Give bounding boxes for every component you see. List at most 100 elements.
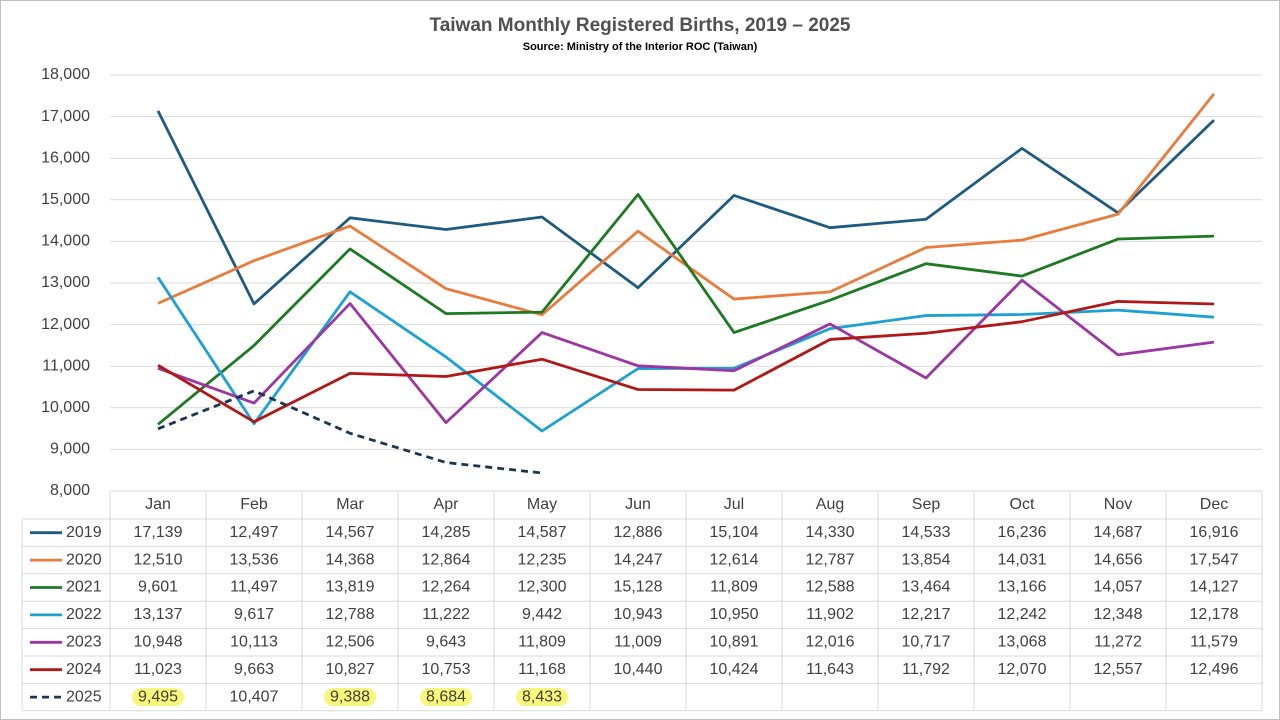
table-value: 9,617 <box>234 606 274 623</box>
y-tick-label: 11,000 <box>42 357 90 374</box>
table-value: 10,717 <box>902 634 951 651</box>
y-tick-label: 12,000 <box>41 316 90 333</box>
legend-label: 2023 <box>66 634 102 651</box>
table-value: 8,433 <box>522 688 562 705</box>
y-tick-label: 10,000 <box>41 399 90 416</box>
table-value: 10,950 <box>710 606 759 623</box>
table-value: 10,948 <box>134 634 183 651</box>
table-value: 12,497 <box>230 524 279 541</box>
table-value: 12,506 <box>326 634 375 651</box>
table-value: 10,891 <box>710 634 759 651</box>
legend-label: 2019 <box>66 524 102 541</box>
highlight <box>132 688 184 707</box>
table-value: 13,068 <box>998 634 1047 651</box>
table-value: 9,442 <box>522 606 562 623</box>
table-value: 12,070 <box>998 661 1047 678</box>
table-value: 10,424 <box>710 661 759 678</box>
table-value: 12,496 <box>1190 661 1239 678</box>
x-tick-label: Apr <box>434 496 460 513</box>
highlight <box>324 688 376 707</box>
table-value: 11,809 <box>518 634 566 651</box>
highlight <box>420 688 472 707</box>
x-tick-label: Jan <box>145 496 171 513</box>
x-tick-label: Mar <box>336 496 364 513</box>
x-tick-label: Jun <box>625 496 651 513</box>
table-value: 12,788 <box>326 606 375 623</box>
table-value: 11,009 <box>614 634 662 651</box>
table-value: 10,407 <box>230 688 279 705</box>
table-value: 14,127 <box>1190 579 1239 596</box>
table-value: 12,264 <box>422 579 471 596</box>
table-value: 13,819 <box>326 579 375 596</box>
table-value: 13,166 <box>998 579 1047 596</box>
table-value: 15,128 <box>614 579 663 596</box>
table-value: 12,300 <box>518 579 567 596</box>
table-value: 14,587 <box>518 524 567 541</box>
legend-label: 2021 <box>66 579 102 596</box>
y-tick-label: 18,000 <box>41 66 90 83</box>
table-value: 10,943 <box>614 606 663 623</box>
table-value: 13,854 <box>902 551 951 568</box>
table-value: 11,643 <box>806 661 854 678</box>
table-value: 12,178 <box>1190 606 1239 623</box>
x-tick-label: May <box>527 496 557 513</box>
table-value: 12,217 <box>902 606 951 623</box>
y-tick-label: 14,000 <box>41 233 90 250</box>
table-value: 16,236 <box>998 524 1047 541</box>
table-value: 12,242 <box>998 606 1047 623</box>
table-value: 15,104 <box>710 524 759 541</box>
table-value: 14,656 <box>1094 551 1143 568</box>
table-value: 11,023 <box>134 661 182 678</box>
table-value: 10,113 <box>230 634 278 651</box>
table-value: 11,497 <box>230 579 278 596</box>
table-value: 10,440 <box>614 661 663 678</box>
table-value: 14,031 <box>998 551 1047 568</box>
table-value: 12,614 <box>710 551 759 568</box>
table-value: 11,809 <box>710 579 758 596</box>
chart-title: Taiwan Monthly Registered Births, 2019 –… <box>430 15 851 36</box>
table-value: 13,464 <box>902 579 951 596</box>
table-value: 11,792 <box>902 661 950 678</box>
table-value: 12,235 <box>518 551 567 568</box>
table-value: 9,663 <box>234 661 274 678</box>
table-value: 12,510 <box>134 551 183 568</box>
table-value: 11,222 <box>422 606 470 623</box>
highlight <box>516 688 568 707</box>
series-line <box>157 278 1215 425</box>
y-tick-label: 8,000 <box>50 482 90 499</box>
legend-label: 2020 <box>66 551 102 568</box>
y-tick-label: 9,000 <box>50 441 90 458</box>
table-value: 9,495 <box>138 688 178 705</box>
x-tick-label: Feb <box>240 496 268 513</box>
table-value: 12,886 <box>614 524 663 541</box>
y-tick-label: 13,000 <box>41 274 90 291</box>
table-value: 8,684 <box>426 688 466 705</box>
table-value: 11,579 <box>1190 634 1238 651</box>
table-value: 12,787 <box>806 551 855 568</box>
table-value: 11,168 <box>518 661 566 678</box>
table-value: 13,137 <box>134 606 183 623</box>
table-value: 16,916 <box>1190 524 1239 541</box>
table-value: 9,388 <box>330 688 370 705</box>
x-tick-label: Jul <box>724 496 744 513</box>
table-value: 14,285 <box>422 524 471 541</box>
table-value: 12,864 <box>422 551 471 568</box>
table-value: 12,588 <box>806 579 855 596</box>
y-tick-label: 16,000 <box>41 149 90 166</box>
legend-label: 2022 <box>66 606 102 623</box>
table-value: 10,827 <box>326 661 375 678</box>
table-value: 14,567 <box>326 524 375 541</box>
x-tick-label: Oct <box>1010 496 1035 513</box>
table-value: 9,643 <box>426 634 466 651</box>
table-value: 13,536 <box>230 551 279 568</box>
legend-label: 2025 <box>66 688 102 705</box>
table-value: 14,057 <box>1094 579 1143 596</box>
x-tick-label: Sep <box>912 496 941 513</box>
table-value: 14,368 <box>326 551 375 568</box>
y-tick-label: 15,000 <box>41 191 90 208</box>
y-tick-label: 17,000 <box>41 108 90 125</box>
x-tick-label: Aug <box>816 496 844 513</box>
table-value: 14,687 <box>1094 524 1143 541</box>
x-tick-label: Dec <box>1200 496 1228 513</box>
series-line <box>157 193 1215 426</box>
